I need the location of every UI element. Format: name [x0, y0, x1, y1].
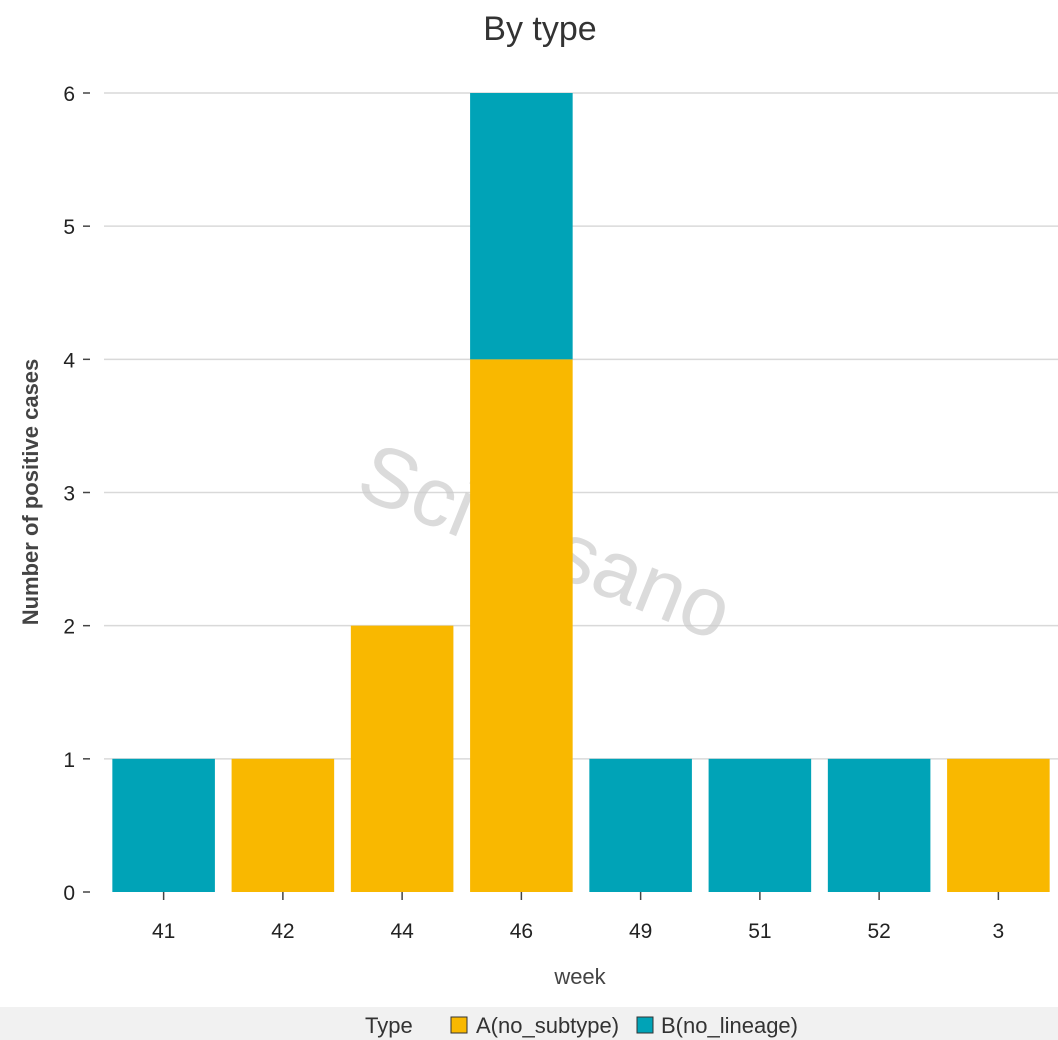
x-axis-title: week — [553, 964, 606, 989]
x-tick-label: 44 — [390, 920, 414, 943]
x-tick-label: 52 — [867, 920, 890, 943]
bar-b — [470, 93, 573, 359]
x-axis: 41 42 44 46 49 51 52 3 — [152, 892, 1004, 943]
y-tick-label: 3 — [63, 483, 75, 506]
bar-a — [232, 759, 335, 892]
y-axis: 0 1 2 3 4 5 6 — [63, 83, 90, 905]
y-axis-title: Number of positive cases — [18, 359, 43, 626]
bar-a — [351, 626, 454, 892]
y-tick-label: 5 — [63, 216, 75, 239]
bar-b — [709, 759, 812, 892]
x-tick-label: 51 — [748, 920, 771, 943]
bar-b — [589, 759, 692, 892]
bar-b — [828, 759, 931, 892]
legend-swatch-b — [637, 1017, 653, 1033]
y-tick-label: 0 — [63, 882, 75, 905]
x-tick-label: 49 — [629, 920, 652, 943]
y-tick-label: 1 — [63, 749, 75, 772]
legend: Type A(no_subtype) B(no_lineage) — [365, 1013, 798, 1038]
x-tick-label: 46 — [510, 920, 533, 943]
legend-label-b: B(no_lineage) — [661, 1013, 798, 1038]
bar-b — [112, 759, 215, 892]
y-tick-label: 2 — [63, 616, 75, 639]
gridlines — [104, 93, 1058, 759]
x-tick-label: 3 — [993, 920, 1005, 943]
bar-a — [470, 359, 573, 892]
chart-title: By type — [483, 10, 596, 48]
y-tick-label: 6 — [63, 83, 75, 106]
x-tick-label: 41 — [152, 920, 175, 943]
legend-label-a: A(no_subtype) — [476, 1013, 619, 1038]
x-tick-label: 42 — [271, 920, 294, 943]
legend-swatch-a — [451, 1017, 467, 1033]
y-tick-label: 4 — [63, 349, 75, 372]
legend-title: Type — [365, 1013, 413, 1038]
bar-a — [947, 759, 1050, 892]
